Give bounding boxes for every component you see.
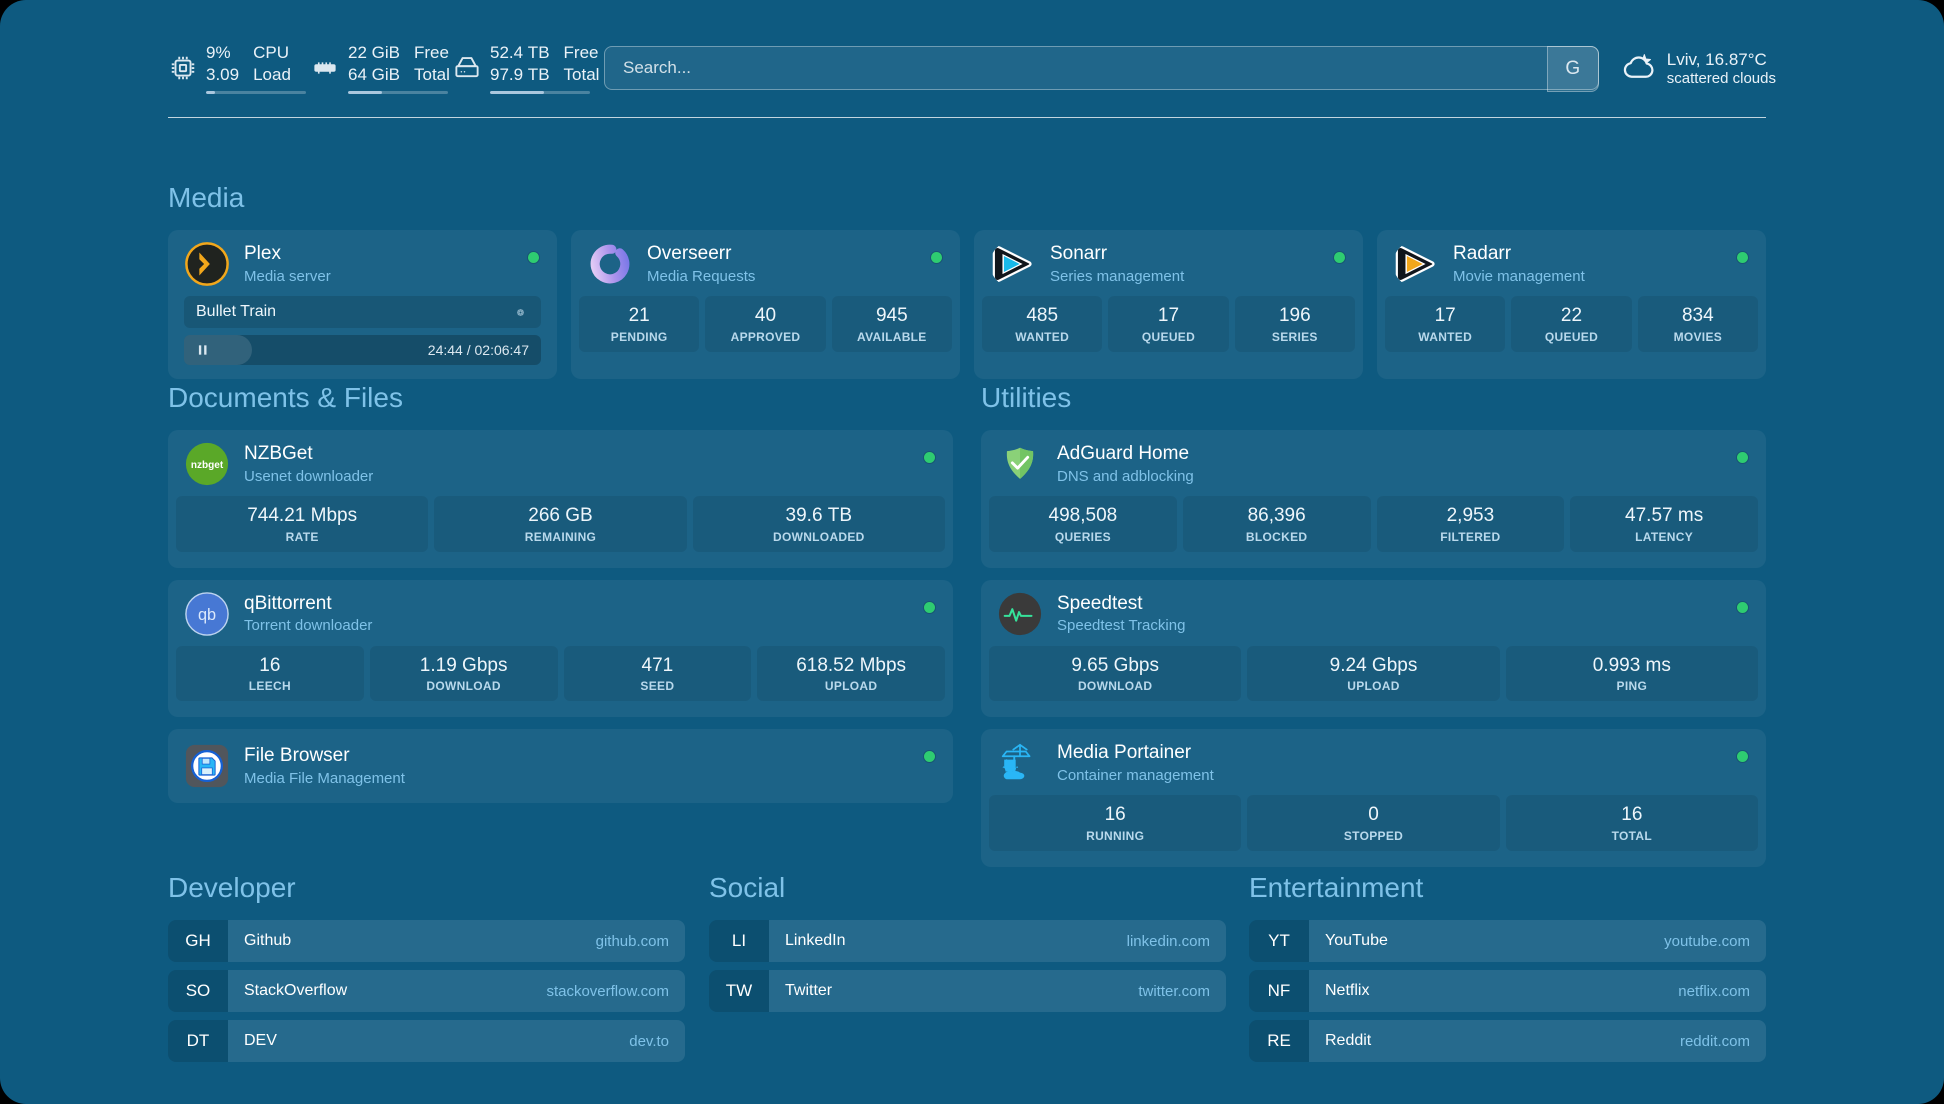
svg-text:qb: qb — [198, 605, 216, 623]
svg-text:nzbget: nzbget — [191, 460, 224, 471]
